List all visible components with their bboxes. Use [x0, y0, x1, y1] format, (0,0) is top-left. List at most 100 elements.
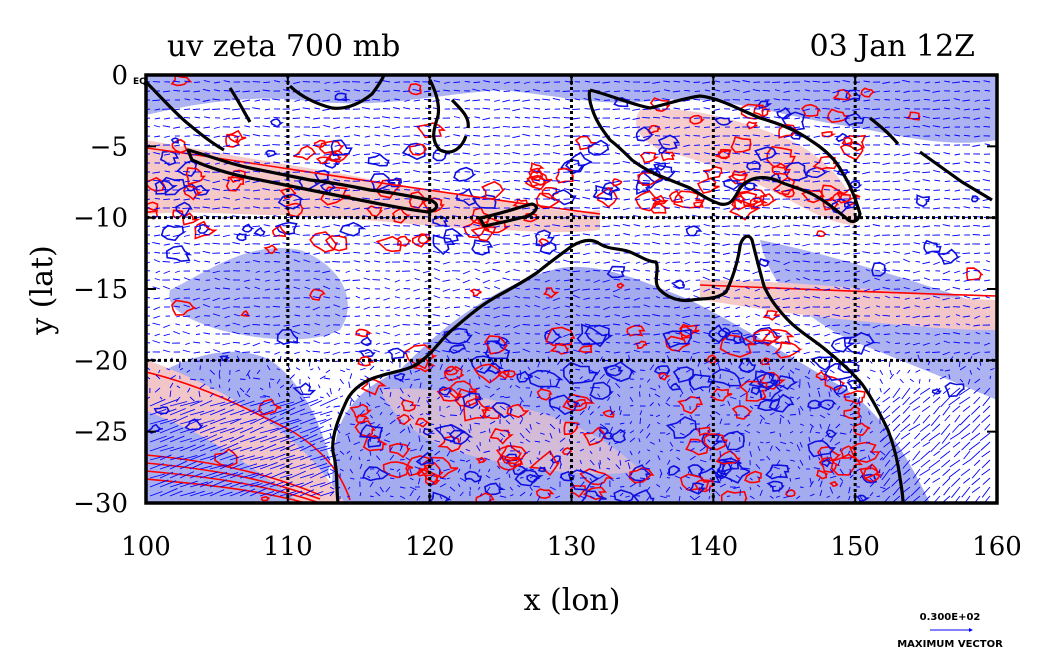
wind-vector — [482, 107, 491, 110]
wind-vector — [199, 400, 213, 407]
wind-vector — [955, 314, 961, 317]
wind-vector — [582, 288, 591, 291]
wind-vector — [665, 342, 671, 345]
wind-vector — [834, 135, 841, 138]
wind-vector — [446, 477, 451, 480]
wind-vector — [409, 414, 415, 419]
wind-vector — [949, 387, 961, 398]
wind-vector — [199, 383, 206, 389]
wind-vector — [629, 450, 633, 456]
wind-vector — [615, 464, 621, 470]
vorticity-contour — [258, 398, 282, 416]
wind-vector — [795, 306, 801, 309]
wind-vector — [239, 481, 260, 488]
wind-vector — [285, 306, 291, 308]
wind-vector — [399, 495, 406, 500]
wind-vector — [739, 393, 747, 398]
wind-vector — [299, 398, 319, 407]
wind-vector — [759, 414, 766, 420]
wind-vector — [864, 108, 871, 110]
wind-vector — [803, 276, 811, 281]
wind-vector — [954, 189, 961, 192]
wind-vector — [352, 279, 361, 281]
wind-vector — [922, 286, 931, 290]
wind-vector — [974, 378, 981, 384]
wind-vector — [562, 342, 571, 346]
wind-vector — [253, 297, 261, 299]
wind-vector — [923, 89, 931, 92]
wind-vector — [279, 418, 300, 425]
vorticity-contour — [414, 417, 431, 428]
wind-vector — [717, 392, 721, 398]
vorticity-contour — [746, 121, 758, 130]
wind-vector — [852, 179, 861, 182]
wind-vector — [917, 354, 921, 362]
wind-vector — [383, 342, 391, 345]
wind-vector — [716, 468, 721, 474]
vorticity-contour — [807, 399, 823, 410]
wind-vector — [512, 126, 521, 128]
wind-vector — [465, 459, 471, 463]
wind-vector — [474, 242, 481, 245]
wind-vector — [940, 396, 951, 408]
wind-vector — [922, 124, 931, 128]
wind-vector — [413, 342, 421, 346]
wind-vector — [604, 315, 611, 318]
wind-vector — [383, 439, 391, 443]
wind-vector — [719, 483, 727, 488]
wind-vector — [835, 306, 841, 310]
wind-vector — [454, 197, 461, 200]
wind-vector — [882, 405, 891, 414]
wind-vector — [794, 287, 801, 290]
wind-vector — [884, 126, 891, 128]
wind-vector — [779, 441, 787, 445]
wind-vector — [232, 322, 241, 326]
vorticity-contour — [689, 114, 705, 125]
wind-vector — [884, 215, 891, 218]
vorticity-contour — [495, 445, 523, 462]
wind-vector — [755, 313, 761, 317]
wind-vector — [434, 260, 441, 263]
wind-vector — [923, 162, 931, 165]
wind-vector — [483, 135, 491, 138]
vorticity-contour — [309, 288, 326, 301]
wind-vector — [886, 341, 891, 344]
wind-vector — [403, 143, 411, 146]
wind-vector — [779, 417, 782, 425]
wind-vector — [633, 349, 641, 353]
wind-vector — [212, 98, 221, 101]
wind-vector — [163, 285, 171, 290]
wind-vector — [883, 477, 891, 487]
wind-vector — [685, 369, 691, 373]
wind-vector — [223, 189, 231, 191]
wind-vector — [715, 490, 721, 497]
wind-vector — [882, 180, 891, 183]
wind-vector — [664, 188, 671, 191]
wind-vector — [202, 99, 211, 102]
wind-vector — [712, 197, 721, 200]
wind-vector — [782, 206, 791, 209]
vorticity-contour — [396, 413, 412, 426]
wind-vector — [315, 261, 321, 264]
wind-vector — [228, 378, 231, 383]
wind-vector — [694, 261, 701, 263]
wind-vector — [799, 431, 803, 434]
wind-vector — [639, 429, 644, 434]
wind-vector — [874, 277, 881, 281]
wind-vector — [764, 333, 771, 336]
wind-vector — [184, 252, 191, 255]
wind-vector — [739, 468, 745, 471]
wind-vector — [524, 117, 531, 119]
wind-vector — [549, 462, 554, 470]
wind-vector — [982, 206, 991, 209]
wind-vector — [163, 153, 171, 156]
wind-vector — [894, 188, 901, 191]
wind-vector — [394, 81, 401, 84]
wind-vector — [732, 233, 741, 236]
positive-region-new-guinea — [636, 109, 856, 225]
wind-vector — [689, 447, 695, 452]
vorticity-contour — [720, 430, 745, 451]
wind-vector — [332, 351, 341, 355]
vorticity-contour — [334, 92, 348, 102]
wind-vector — [732, 162, 741, 165]
